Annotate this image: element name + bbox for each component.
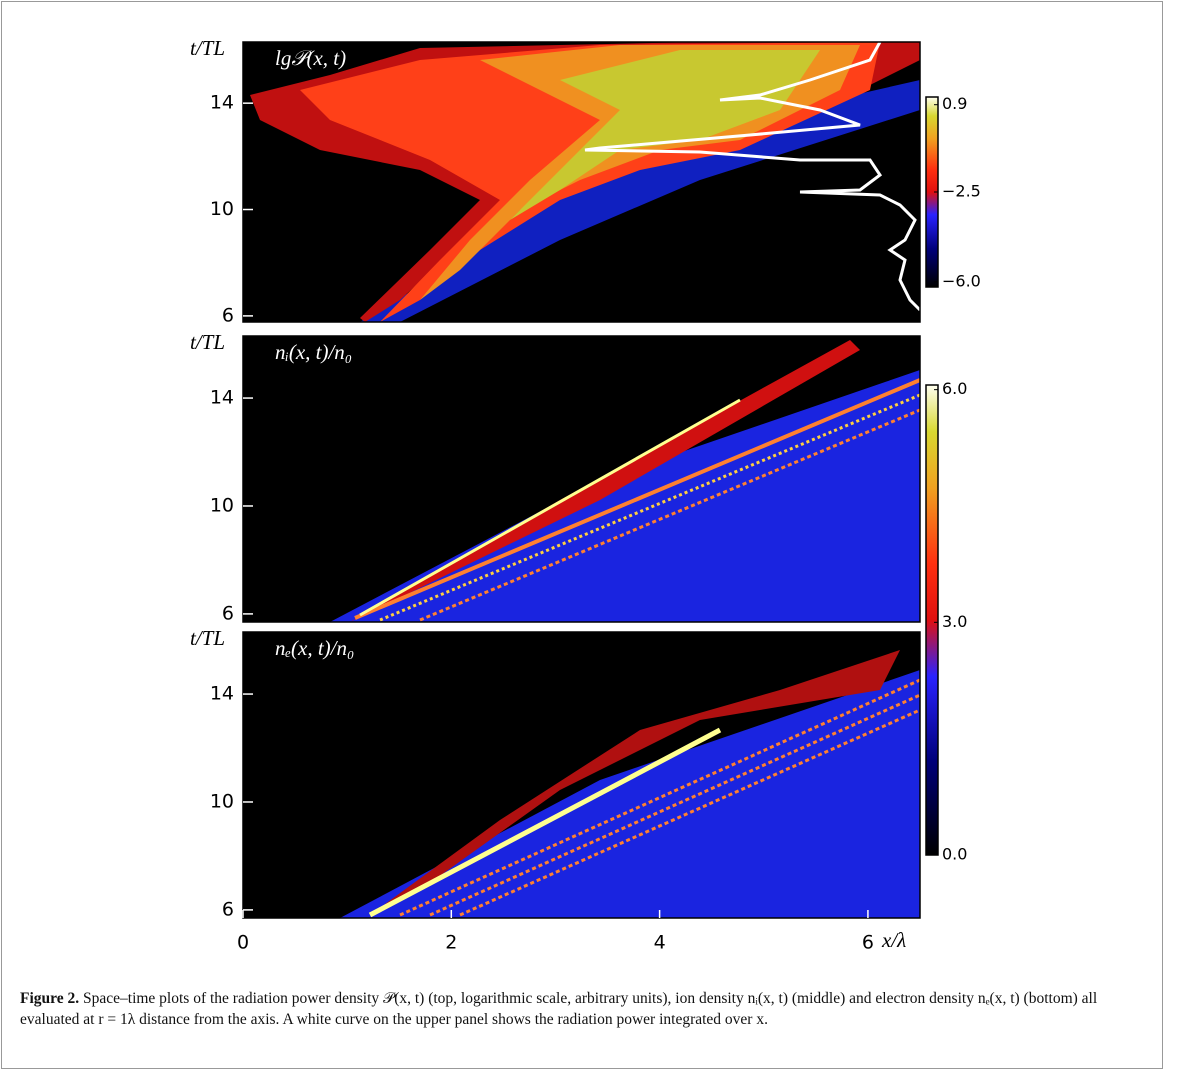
x-tick-label: 0: [237, 932, 249, 954]
panel-title: lg𝒫(x, t): [275, 46, 346, 70]
x-tick-label: 6: [862, 932, 874, 954]
caption: Figure 2. Space–time plots of the radiat…: [20, 988, 1150, 1030]
heatmap-image: [243, 632, 921, 918]
x-tick-label: 2: [445, 932, 457, 954]
heatmap-image: [243, 41, 922, 322]
y-tick-label: 10: [210, 790, 234, 812]
panel-title: nₑ(x, t)/n₀: [275, 636, 354, 660]
colorbar-tick-label: 6.0: [942, 379, 967, 398]
colorbar-tick-label: −2.5: [942, 182, 981, 201]
y-axis-label: t/TL: [190, 36, 225, 60]
y-axis-label: t/TL: [190, 330, 225, 354]
figure-frame: [1, 1, 1163, 1069]
panel-frames: [242, 41, 939, 919]
colorbar-tick-label: 0.0: [942, 845, 967, 864]
heatmap-image: [243, 336, 921, 622]
caption-text: Space–time plots of the radiation power …: [20, 990, 1098, 1028]
y-tick-label: 6: [222, 898, 234, 920]
y-tick-label: 10: [210, 494, 234, 516]
y-tick-label: 6: [222, 602, 234, 624]
colorbar-tick-label: −6.0: [942, 271, 981, 290]
y-tick-label: 14: [210, 92, 234, 114]
y-axis-label: t/TL: [190, 626, 225, 650]
x-axis-label: x/λ: [881, 928, 906, 952]
y-tick-label: 6: [222, 304, 234, 326]
colorbar-tick-label: 0.9: [942, 94, 967, 113]
y-tick-label: 14: [210, 387, 234, 409]
caption-label: Figure 2.: [20, 990, 80, 1007]
colorbar-tick-label: 3.0: [942, 612, 967, 631]
y-tick-label: 14: [210, 683, 234, 705]
panel-title: nᵢ(x, t)/n₀: [275, 340, 352, 364]
x-tick-label: 4: [654, 932, 666, 954]
y-tick-label: 10: [210, 198, 234, 220]
